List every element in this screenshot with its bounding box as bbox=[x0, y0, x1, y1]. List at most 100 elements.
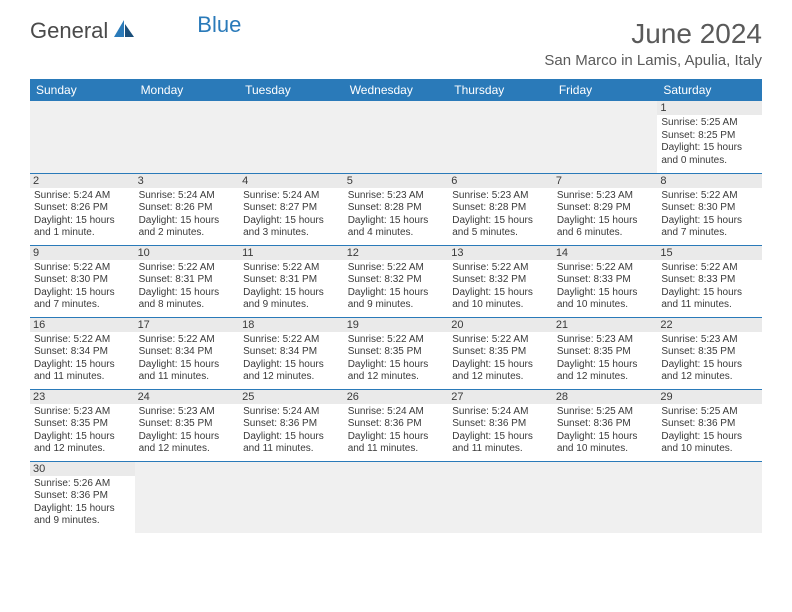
sunrise-line: Sunrise: 5:23 AM bbox=[348, 190, 445, 203]
daylight-line: Daylight: 15 hours and 0 minutes. bbox=[661, 142, 758, 167]
calendar-day-cell bbox=[448, 461, 553, 533]
sunset-line: Sunset: 8:31 PM bbox=[139, 274, 236, 287]
calendar-day-cell: 24Sunrise: 5:23 AMSunset: 8:35 PMDayligh… bbox=[135, 389, 240, 461]
sunset-line: Sunset: 8:36 PM bbox=[243, 418, 340, 431]
day-number: 12 bbox=[344, 246, 449, 260]
daylight-line: Daylight: 15 hours and 11 minutes. bbox=[661, 287, 758, 312]
day-number: 17 bbox=[135, 318, 240, 332]
sunset-line: Sunset: 8:36 PM bbox=[557, 418, 654, 431]
weekday-header: Tuesday bbox=[239, 79, 344, 101]
sunrise-line: Sunrise: 5:25 AM bbox=[557, 406, 654, 419]
daylight-line: Daylight: 15 hours and 12 minutes. bbox=[139, 431, 236, 456]
calendar-body: 1Sunrise: 5:25 AMSunset: 8:25 PMDaylight… bbox=[30, 101, 762, 533]
daylight-line: Daylight: 15 hours and 12 minutes. bbox=[243, 359, 340, 384]
calendar-week-row: 9Sunrise: 5:22 AMSunset: 8:30 PMDaylight… bbox=[30, 245, 762, 317]
logo-sail-icon bbox=[113, 19, 135, 44]
daylight-line: Daylight: 15 hours and 12 minutes. bbox=[557, 359, 654, 384]
calendar-day-cell bbox=[30, 101, 135, 173]
daylight-line: Daylight: 15 hours and 12 minutes. bbox=[452, 359, 549, 384]
day-details: Sunrise: 5:22 AMSunset: 8:31 PMDaylight:… bbox=[139, 262, 236, 312]
daylight-line: Daylight: 15 hours and 12 minutes. bbox=[661, 359, 758, 384]
daylight-line: Daylight: 15 hours and 10 minutes. bbox=[661, 431, 758, 456]
sunset-line: Sunset: 8:27 PM bbox=[243, 202, 340, 215]
sunrise-line: Sunrise: 5:24 AM bbox=[243, 190, 340, 203]
day-details: Sunrise: 5:24 AMSunset: 8:36 PMDaylight:… bbox=[348, 406, 445, 456]
day-details: Sunrise: 5:22 AMSunset: 8:32 PMDaylight:… bbox=[452, 262, 549, 312]
day-number: 15 bbox=[657, 246, 762, 260]
sunrise-line: Sunrise: 5:22 AM bbox=[557, 262, 654, 275]
logo-text-blue: Blue bbox=[197, 12, 241, 38]
calendar-day-cell: 12 Sunrise: 5:22 AMSunset: 8:32 PMDayligh… bbox=[344, 245, 449, 317]
calendar-day-cell: 4Sunrise: 5:24 AMSunset: 8:27 PMDaylight… bbox=[239, 173, 344, 245]
calendar-week-row: 23Sunrise: 5:23 AMSunset: 8:35 PMDayligh… bbox=[30, 389, 762, 461]
sunset-line: Sunset: 8:36 PM bbox=[661, 418, 758, 431]
calendar-day-cell: 21Sunrise: 5:23 AMSunset: 8:35 PMDayligh… bbox=[553, 317, 658, 389]
daylight-line: Daylight: 15 hours and 6 minutes. bbox=[557, 215, 654, 240]
calendar-day-cell: 5Sunrise: 5:23 AMSunset: 8:28 PMDaylight… bbox=[344, 173, 449, 245]
day-details: Sunrise: 5:23 AMSunset: 8:29 PMDaylight:… bbox=[557, 190, 654, 240]
day-details: Sunrise: 5:25 AMSunset: 8:36 PMDaylight:… bbox=[557, 406, 654, 456]
sunset-line: Sunset: 8:31 PM bbox=[243, 274, 340, 287]
day-details: Sunrise: 5:22 AMSunset: 8:30 PMDaylight:… bbox=[661, 190, 758, 240]
calendar-day-cell bbox=[135, 461, 240, 533]
sunrise-line: Sunrise: 5:25 AM bbox=[661, 406, 758, 419]
calendar-day-cell: 2Sunrise: 5:24 AMSunset: 8:26 PMDaylight… bbox=[30, 173, 135, 245]
calendar-day-cell: 11Sunrise: 5:22 AMSunset: 8:31 PMDayligh… bbox=[239, 245, 344, 317]
calendar-day-cell: 14Sunrise: 5:22 AMSunset: 8:33 PMDayligh… bbox=[553, 245, 658, 317]
calendar-day-cell bbox=[344, 461, 449, 533]
sunrise-line: Sunrise: 5:23 AM bbox=[557, 190, 654, 203]
calendar-day-cell: 25Sunrise: 5:24 AMSunset: 8:36 PMDayligh… bbox=[239, 389, 344, 461]
calendar-day-cell: 1Sunrise: 5:25 AMSunset: 8:25 PMDaylight… bbox=[657, 101, 762, 173]
sunset-line: Sunset: 8:36 PM bbox=[452, 418, 549, 431]
calendar-day-cell bbox=[657, 461, 762, 533]
day-number: 24 bbox=[135, 390, 240, 404]
sunrise-line: Sunrise: 5:22 AM bbox=[243, 334, 340, 347]
calendar-day-cell: 20Sunrise: 5:22 AMSunset: 8:35 PMDayligh… bbox=[448, 317, 553, 389]
calendar-day-cell bbox=[448, 101, 553, 173]
calendar-day-cell: 29Sunrise: 5:25 AMSunset: 8:36 PMDayligh… bbox=[657, 389, 762, 461]
day-number: 6 bbox=[448, 174, 553, 188]
location-subtitle: San Marco in Lamis, Apulia, Italy bbox=[544, 52, 762, 69]
day-number: 11 bbox=[239, 246, 344, 260]
sunset-line: Sunset: 8:30 PM bbox=[661, 202, 758, 215]
day-details: Sunrise: 5:22 AMSunset: 8:32 PMDaylight:… bbox=[348, 262, 445, 312]
day-details: Sunrise: 5:24 AMSunset: 8:36 PMDaylight:… bbox=[452, 406, 549, 456]
day-number: 8 bbox=[657, 174, 762, 188]
day-details: Sunrise: 5:23 AMSunset: 8:35 PMDaylight:… bbox=[661, 334, 758, 384]
daylight-line: Daylight: 15 hours and 12 minutes. bbox=[34, 431, 131, 456]
daylight-line: Daylight: 15 hours and 9 minutes. bbox=[348, 287, 445, 312]
daylight-line: Daylight: 15 hours and 5 minutes. bbox=[452, 215, 549, 240]
sunset-line: Sunset: 8:28 PM bbox=[348, 202, 445, 215]
calendar-day-cell: 8 Sunrise: 5:22 AMSunset: 8:30 PMDaylight… bbox=[657, 173, 762, 245]
logo-text-general: General bbox=[30, 18, 108, 44]
day-details: Sunrise: 5:26 AMSunset: 8:36 PMDaylight:… bbox=[34, 478, 131, 528]
sunset-line: Sunset: 8:30 PM bbox=[34, 274, 131, 287]
day-number: 23 bbox=[30, 390, 135, 404]
calendar-day-cell: 16Sunrise: 5:22 AMSunset: 8:34 PMDayligh… bbox=[30, 317, 135, 389]
sunrise-line: Sunrise: 5:22 AM bbox=[452, 262, 549, 275]
day-details: Sunrise: 5:23 AMSunset: 8:28 PMDaylight:… bbox=[348, 190, 445, 240]
day-number: 10 bbox=[135, 246, 240, 260]
calendar-day-cell: 7Sunrise: 5:23 AMSunset: 8:29 PMDaylight… bbox=[553, 173, 658, 245]
sunset-line: Sunset: 8:34 PM bbox=[243, 346, 340, 359]
sunrise-line: Sunrise: 5:22 AM bbox=[661, 262, 758, 275]
day-number: 25 bbox=[239, 390, 344, 404]
sunrise-line: Sunrise: 5:22 AM bbox=[139, 334, 236, 347]
sunrise-line: Sunrise: 5:23 AM bbox=[34, 406, 131, 419]
sunrise-line: Sunrise: 5:24 AM bbox=[139, 190, 236, 203]
day-details: Sunrise: 5:24 AMSunset: 8:26 PMDaylight:… bbox=[139, 190, 236, 240]
day-details: Sunrise: 5:23 AMSunset: 8:35 PMDaylight:… bbox=[557, 334, 654, 384]
calendar-day-cell bbox=[553, 461, 658, 533]
calendar-week-row: 1Sunrise: 5:25 AMSunset: 8:25 PMDaylight… bbox=[30, 101, 762, 173]
title-block: June 2024 San Marco in Lamis, Apulia, It… bbox=[544, 18, 762, 69]
day-number: 4 bbox=[239, 174, 344, 188]
day-number: 3 bbox=[135, 174, 240, 188]
day-details: Sunrise: 5:23 AMSunset: 8:28 PMDaylight:… bbox=[452, 190, 549, 240]
calendar-day-cell: 27Sunrise: 5:24 AMSunset: 8:36 PMDayligh… bbox=[448, 389, 553, 461]
weekday-header: Thursday bbox=[448, 79, 553, 101]
weekday-header: Sunday bbox=[30, 79, 135, 101]
sunset-line: Sunset: 8:32 PM bbox=[348, 274, 445, 287]
sunrise-line: Sunrise: 5:24 AM bbox=[348, 406, 445, 419]
daylight-line: Daylight: 15 hours and 1 minute. bbox=[34, 215, 131, 240]
sunrise-line: Sunrise: 5:24 AM bbox=[243, 406, 340, 419]
